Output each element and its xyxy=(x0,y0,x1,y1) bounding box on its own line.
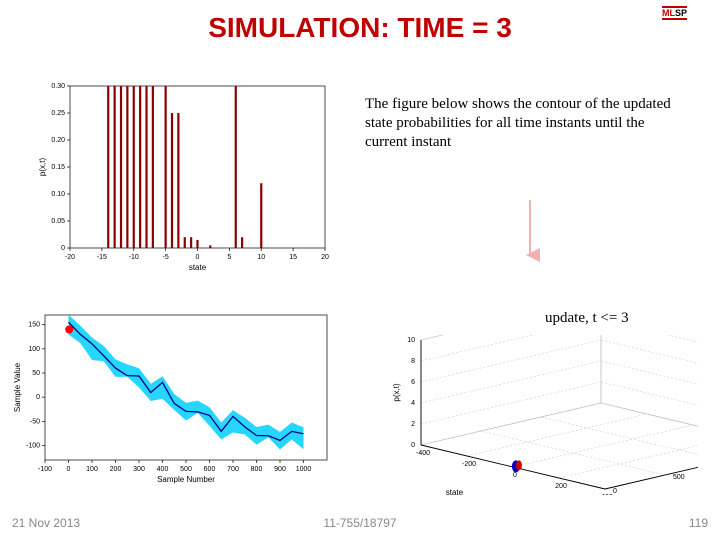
svg-text:400: 400 xyxy=(601,494,613,495)
svg-text:-15: -15 xyxy=(97,254,107,261)
svg-text:300: 300 xyxy=(133,466,145,473)
chart-update-stem: -20 -15 -10 -5 0 5 10 15 20 0 0.05 0.10 0.15 0.20 0.25… xyxy=(35,78,335,273)
mlsp-logo: MLSP xyxy=(662,6,712,26)
svg-text:Sample Number: Sample Number xyxy=(157,475,215,484)
svg-text:8: 8 xyxy=(411,358,415,365)
svg-text:-5: -5 xyxy=(163,254,169,261)
svg-text:0.15: 0.15 xyxy=(51,164,65,171)
svg-text:800: 800 xyxy=(251,466,263,473)
svg-text:state: state xyxy=(446,488,464,495)
svg-text:p(x,t): p(x,t) xyxy=(38,158,47,177)
svg-text:700: 700 xyxy=(227,466,239,473)
svg-text:500: 500 xyxy=(180,466,192,473)
svg-text:-400: -400 xyxy=(416,450,430,457)
svg-text:-50: -50 xyxy=(30,418,40,425)
svg-text:200: 200 xyxy=(555,483,567,490)
svg-text:5: 5 xyxy=(227,254,231,261)
svg-text:4: 4 xyxy=(411,400,415,407)
footer-date: 21 Nov 2013 xyxy=(12,516,80,530)
svg-text:0.10: 0.10 xyxy=(51,191,65,198)
svg-text:-10: -10 xyxy=(129,254,139,261)
svg-text:900: 900 xyxy=(274,466,286,473)
svg-text:1000: 1000 xyxy=(296,466,312,473)
svg-text:p(x,t): p(x,t) xyxy=(392,383,401,402)
svg-text:2: 2 xyxy=(411,421,415,428)
footer-page: 119 xyxy=(689,516,708,530)
svg-text:500: 500 xyxy=(673,474,685,481)
label-update-t: update, t <= 3 xyxy=(545,310,629,327)
svg-text:0: 0 xyxy=(613,488,617,495)
svg-text:0: 0 xyxy=(61,245,65,252)
svg-text:0.20: 0.20 xyxy=(51,137,65,144)
svg-text:10: 10 xyxy=(407,337,415,344)
svg-text:Sample Value: Sample Value xyxy=(13,362,22,412)
svg-text:400: 400 xyxy=(157,466,169,473)
svg-text:10: 10 xyxy=(257,254,265,261)
chart-timeseries: -10001002003004005006007008009001000-100… xyxy=(10,305,335,485)
svg-text:15: 15 xyxy=(289,254,297,261)
svg-text:0: 0 xyxy=(67,466,71,473)
svg-text:100: 100 xyxy=(28,346,40,353)
description-text: The figure below shows the contour of th… xyxy=(365,95,685,151)
svg-text:0: 0 xyxy=(513,472,517,479)
svg-text:0: 0 xyxy=(36,394,40,401)
svg-text:0.30: 0.30 xyxy=(51,83,65,90)
svg-text:20: 20 xyxy=(321,254,329,261)
svg-text:600: 600 xyxy=(204,466,216,473)
chart-3d-surface: -400-20002004000500100015000246810states… xyxy=(378,335,698,495)
svg-text:-100: -100 xyxy=(26,443,40,450)
svg-text:100: 100 xyxy=(86,466,98,473)
slide-title: SIMULATION: TIME = 3 xyxy=(0,0,720,44)
svg-text:-200: -200 xyxy=(462,461,476,468)
footer-course: 11-755/18797 xyxy=(323,516,396,530)
svg-text:0.25: 0.25 xyxy=(51,110,65,117)
svg-text:-20: -20 xyxy=(65,254,75,261)
svg-text:6: 6 xyxy=(411,379,415,386)
arrow-down-icon xyxy=(520,200,540,270)
svg-text:0: 0 xyxy=(196,254,200,261)
svg-text:-100: -100 xyxy=(38,466,52,473)
svg-text:150: 150 xyxy=(28,322,40,329)
svg-text:200: 200 xyxy=(110,466,122,473)
svg-text:0: 0 xyxy=(411,442,415,449)
svg-text:0.05: 0.05 xyxy=(51,218,65,225)
svg-text:state: state xyxy=(189,263,207,272)
svg-text:50: 50 xyxy=(32,370,40,377)
